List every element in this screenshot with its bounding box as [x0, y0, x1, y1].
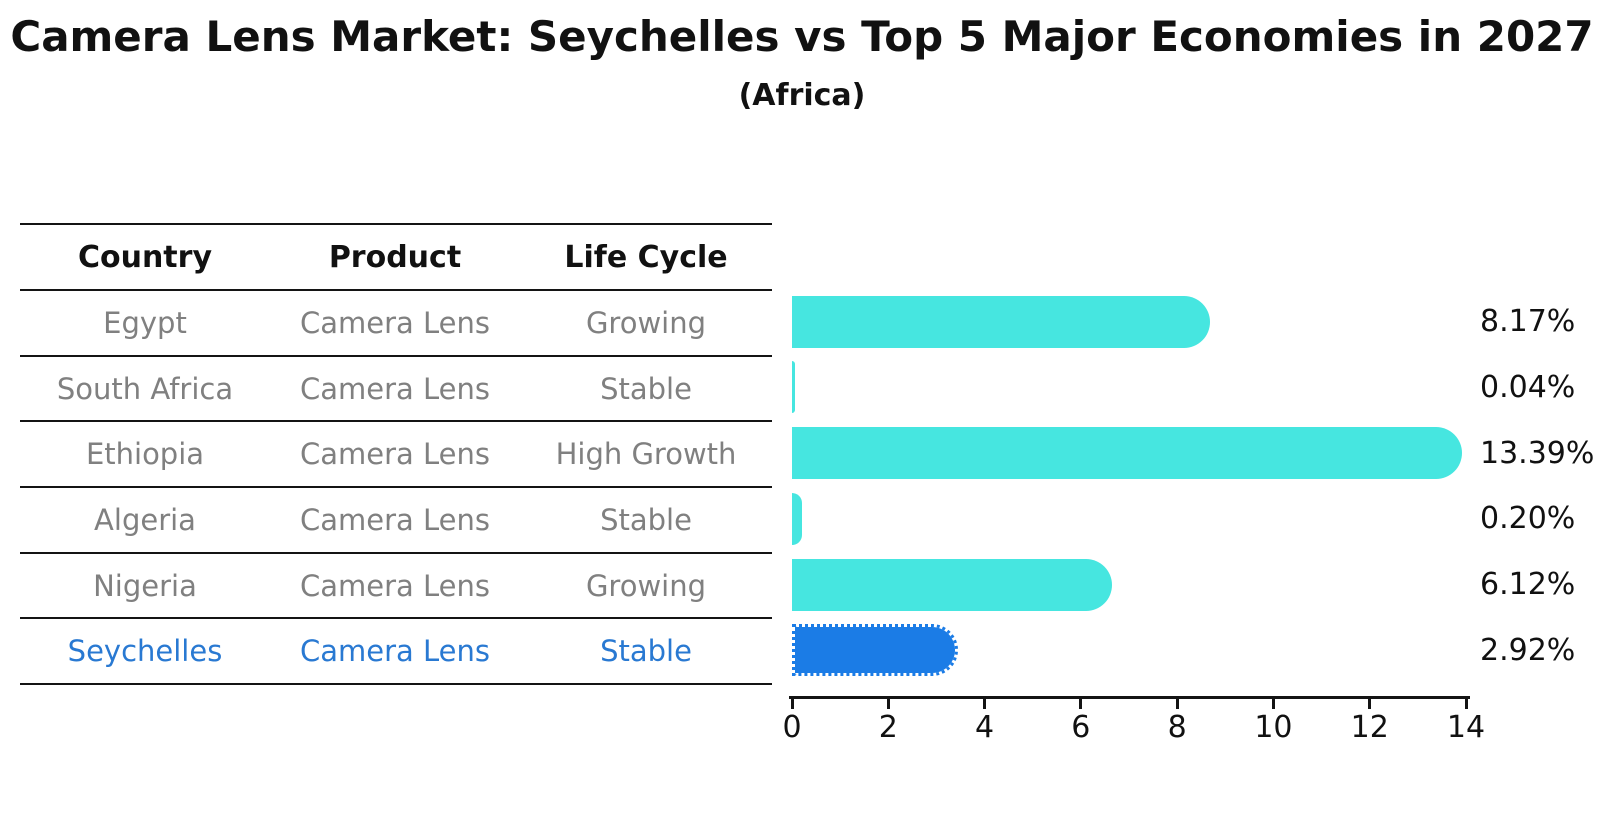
column-header-country: Country	[77, 239, 213, 275]
x-axis-line	[789, 696, 1470, 699]
country-cell: Ethiopia	[85, 437, 205, 472]
bar	[792, 558, 1112, 611]
tick-label: 4	[975, 710, 995, 745]
bar-row	[792, 486, 1466, 552]
product-cell: Camera Lens	[299, 305, 490, 340]
bar-row	[792, 355, 1466, 421]
lifecycle-cell: Stable	[600, 634, 692, 669]
country-cell: Nigeria	[93, 568, 197, 603]
product-cell: Camera Lens	[299, 502, 490, 537]
value-label: 0.20%	[1480, 501, 1576, 537]
axis-tick	[1368, 696, 1372, 709]
table-row: Seychelles Camera Lens Stable	[20, 619, 772, 686]
axis-tick	[790, 696, 794, 709]
bar	[792, 295, 1211, 348]
product-cell: Camera Lens	[299, 634, 490, 669]
product-cell: Camera Lens	[299, 437, 490, 472]
value-label: 13.39%	[1480, 435, 1595, 471]
bar	[792, 427, 1462, 480]
lifecycle-cell: High Growth	[555, 437, 737, 472]
tick-label: 2	[878, 710, 898, 745]
bar	[792, 624, 958, 677]
value-label: 0.04%	[1480, 370, 1576, 406]
table-row: Egypt Camera Lens Growing	[20, 291, 772, 357]
table-row: Nigeria Camera Lens Growing	[20, 554, 772, 620]
bar-row	[792, 420, 1466, 486]
table-body: Egypt Camera Lens Growing South Africa C…	[20, 291, 772, 686]
page-subtitle: (Africa)	[738, 78, 866, 113]
value-label: 6.12%	[1480, 567, 1576, 603]
tick-label: 12	[1350, 710, 1389, 745]
country-cell: South Africa	[56, 371, 234, 406]
product-cell: Camera Lens	[299, 568, 490, 603]
lifecycle-cell: Growing	[585, 305, 707, 340]
country-cell: Seychelles	[67, 634, 223, 669]
country-cell: Algeria	[94, 502, 196, 537]
country-cell: Egypt	[103, 305, 187, 340]
bar	[792, 361, 795, 414]
bar-row	[792, 618, 1466, 684]
tick-label: 0	[782, 710, 802, 745]
table-row: Algeria Camera Lens Stable	[20, 488, 772, 554]
data-table: Country Product Life Cycle Egypt Camera …	[20, 223, 772, 686]
column-header-product: Product	[328, 239, 462, 275]
page-title: Camera Lens Market: Seychelles vs Top 5 …	[10, 12, 1594, 61]
column-header-lifecycle: Life Cycle	[564, 239, 728, 275]
bar-row	[792, 289, 1466, 355]
bar-row	[792, 552, 1466, 618]
lifecycle-cell: Stable	[600, 371, 692, 406]
product-cell: Camera Lens	[299, 371, 490, 406]
bar	[792, 492, 802, 545]
x-axis: 0 2 4 6 8 10 12 14	[782, 696, 1485, 756]
tick-label: 8	[1167, 710, 1187, 745]
table-row: South Africa Camera Lens Stable	[20, 357, 772, 423]
table-header-row: Country Product Life Cycle	[20, 225, 772, 291]
lifecycle-cell: Growing	[585, 568, 707, 603]
table-row: Ethiopia Camera Lens High Growth	[20, 422, 772, 489]
tick-label: 6	[1071, 710, 1091, 745]
tick-label: 10	[1254, 710, 1293, 745]
axis-tick	[1464, 696, 1468, 709]
axis-tick	[983, 696, 987, 709]
value-label: 2.92%	[1480, 632, 1576, 668]
lifecycle-cell: Stable	[600, 502, 692, 537]
axis-tick	[1271, 696, 1275, 709]
axis-tick	[1079, 696, 1083, 709]
bar-chart	[792, 289, 1466, 683]
axis-tick	[1175, 696, 1179, 709]
axis-tick	[886, 696, 890, 709]
tick-label: 14	[1446, 710, 1486, 745]
value-label: 8.17%	[1480, 304, 1576, 340]
